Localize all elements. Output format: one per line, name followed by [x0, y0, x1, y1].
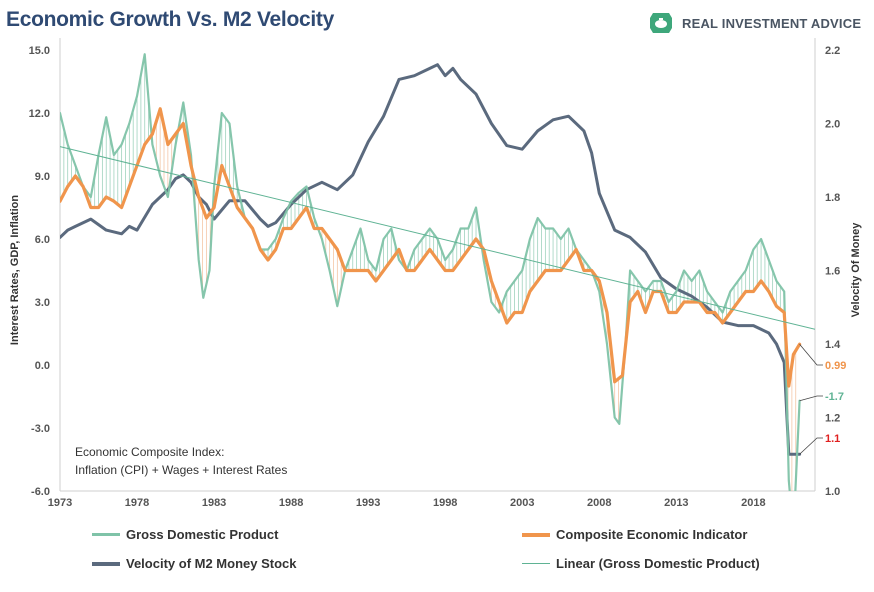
y-left-tick-label: 6.0	[35, 234, 50, 246]
y-right-tick-label: 1.6	[825, 266, 840, 278]
legend-swatch-velocity	[92, 561, 120, 566]
legend-label-composite: Composite Economic Indicator	[556, 527, 748, 542]
y-axis-left-title: Interest Rates, GDP, Inflation	[9, 195, 21, 345]
end-label-composite-leader	[799, 343, 823, 366]
legend-item-velocity: Velocity of M2 Money Stock	[92, 556, 297, 571]
series-line-velocity	[60, 63, 802, 456]
legend-label-linear: Linear (Gross Domestic Product)	[556, 556, 760, 571]
y-right-tick-label: 2.2	[825, 45, 840, 57]
y-axis-right-title: Velocity Of Money	[850, 222, 862, 318]
end-label-gdp-leader	[799, 395, 823, 402]
end-label-velocity: 1.1	[825, 433, 840, 445]
x-tick-label: 1993	[356, 497, 380, 509]
series-line-gdp	[60, 53, 801, 491]
y-left-tick-label: 12.0	[29, 108, 50, 120]
y-right-tick-label: 2.0	[825, 119, 840, 131]
legend-swatch-gdp	[92, 533, 120, 536]
x-tick-label: 2018	[741, 497, 765, 509]
brand-name: REAL INVESTMENT ADVICE	[682, 15, 862, 31]
legend-swatch-linear	[522, 563, 550, 564]
x-tick-label: 2003	[510, 497, 534, 509]
piggy-bank-icon	[650, 13, 672, 33]
brand-logo: REAL INVESTMENT ADVICE	[648, 10, 861, 36]
x-tick-label: 1998	[433, 497, 457, 509]
legend-item-linear: Linear (Gross Domestic Product)	[522, 556, 760, 571]
series-line-linear-trend	[60, 146, 815, 330]
x-tick-label: 1988	[279, 497, 303, 509]
series-line-composite	[60, 107, 802, 388]
y-left-tick-label: -3.0	[31, 423, 50, 435]
y-right-tick-label: 1.4	[825, 339, 841, 351]
legend-label-velocity: Velocity of M2 Money Stock	[126, 556, 297, 571]
x-tick-label: 1983	[202, 497, 226, 509]
legend-item-composite: Composite Economic Indicator	[522, 527, 747, 542]
x-tick-label: 1973	[48, 497, 72, 509]
y-left-tick-label: 3.0	[35, 297, 50, 309]
annotation-line-2: Inflation (CPI) + Wages + Interest Rates	[75, 463, 287, 477]
y-right-tick-label: 1.8	[825, 192, 840, 204]
y-right-tick-label: 1.0	[825, 486, 840, 498]
legend-item-gdp: Gross Domestic Product	[92, 527, 278, 542]
end-label-composite: 0.99	[825, 360, 846, 372]
legend-swatch-composite	[522, 532, 550, 537]
end-label-gdp: -1.7	[825, 391, 844, 403]
chart-title: Economic Growth Vs. M2 Velocity	[6, 8, 334, 31]
x-tick-label: 2008	[587, 497, 611, 509]
y-right-tick-label: 1.2	[825, 413, 840, 425]
y-left-tick-label: 0.0	[35, 360, 50, 372]
y-left-tick-label: 15.0	[29, 45, 50, 57]
x-tick-label: 1978	[125, 497, 149, 509]
y-left-tick-label: 9.0	[35, 171, 50, 183]
legend-label-gdp: Gross Domestic Product	[126, 527, 279, 542]
y-left-tick-label: -6.0	[31, 486, 50, 498]
end-label-velocity-leader	[799, 437, 823, 455]
x-tick-label: 2013	[664, 497, 688, 509]
annotation-line-1: Economic Composite Index:	[75, 445, 224, 459]
